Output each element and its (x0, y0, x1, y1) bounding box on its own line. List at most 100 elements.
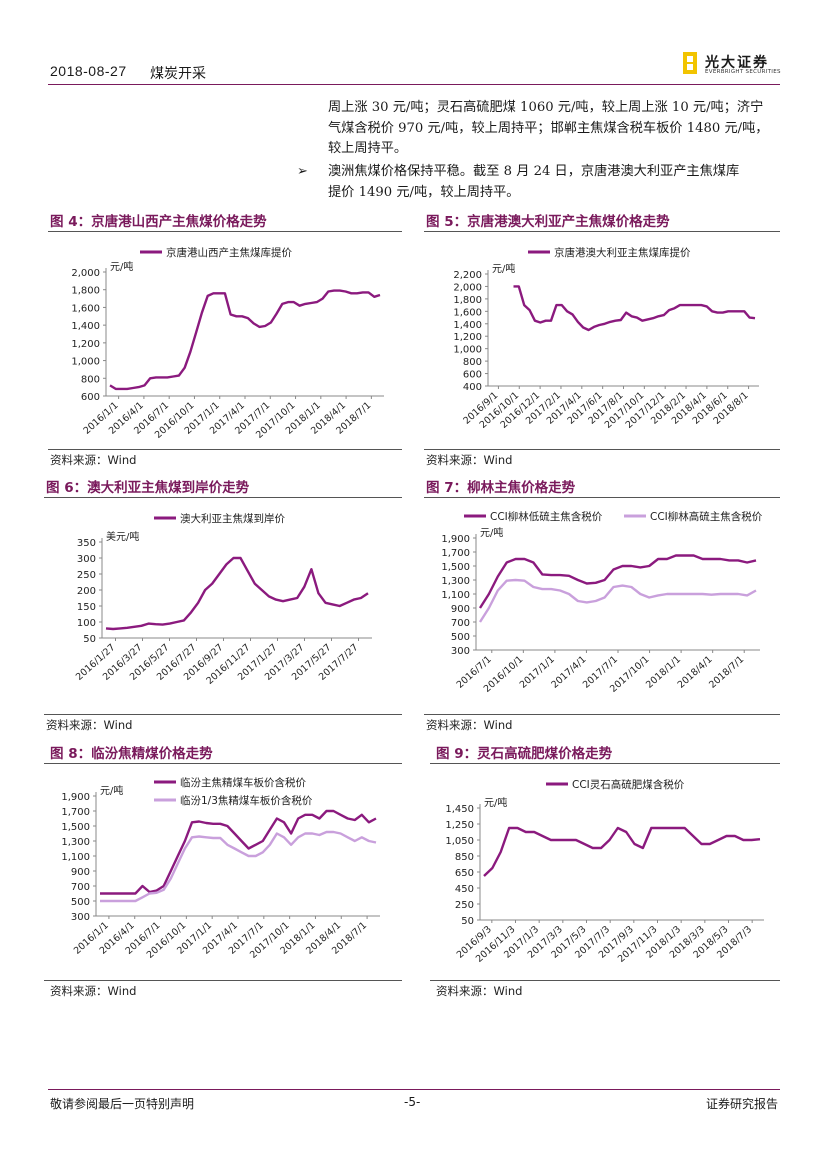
legend-label: CCI灵石高硫肥煤含税价 (572, 778, 685, 791)
series-line (105, 556, 369, 631)
figure-rule (424, 231, 780, 232)
series-line (478, 578, 757, 623)
y-tick-label: 1,900 (441, 534, 470, 545)
y-tick-label: 300 (77, 554, 96, 565)
chart-fig7: 1,900 1,700 1,500 1,300 1,100 900 700 500 300 元/吨… (441, 510, 763, 695)
paragraph-line: 澳洲焦煤价格保持平稳。截至 8 月 24 日，京唐港澳大利亚产主焦煤库 (328, 164, 740, 179)
figure-rule (424, 497, 780, 498)
logo-text-cn: 光大证券 (705, 55, 769, 71)
logo-mark-icon (683, 52, 697, 74)
legend-label: 临汾主焦精煤车板价含税价 (180, 776, 306, 789)
paragraph-2: 澳洲焦煤价格保持平稳。截至 8 月 24 日，京唐港澳大利亚产主焦煤库 提价 1… (328, 162, 778, 203)
page-number: -5- (404, 1095, 421, 1109)
series-line (513, 285, 756, 332)
source-note: 资料来源：Wind (46, 718, 133, 732)
y-tick-label: 1,900 (61, 792, 90, 803)
figure-bottom-rule (48, 449, 402, 450)
figure-rule (48, 231, 402, 232)
y-tick-label: 1,300 (441, 576, 470, 587)
logo-text-en: EVERBRIGHT SECURITIES (705, 69, 781, 75)
y-tick-label: 1,400 (71, 321, 100, 332)
figure-title: 图 8：临汾焦精煤价格走势 (50, 746, 213, 762)
y-tick-label: 350 (77, 538, 96, 549)
y-tick-label: 50 (461, 916, 474, 927)
y-tick-label: 100 (77, 618, 96, 629)
y-tick-label: 1,200 (71, 339, 100, 350)
y-tick-label: 300 (71, 912, 90, 923)
y-tick-label: 700 (451, 618, 470, 629)
source-note: 资料来源：Wind (50, 984, 137, 998)
y-tick-label: 900 (71, 867, 90, 878)
y-axis-unit: 元/吨 (100, 784, 123, 797)
legend-label: CCI柳林低硫主焦含税价 (490, 510, 603, 523)
y-tick-label: 800 (463, 357, 482, 368)
y-axis-unit: 元/吨 (480, 526, 503, 539)
y-tick-label: 1,050 (445, 836, 474, 847)
y-tick-label: 1,400 (453, 320, 482, 331)
footer-report-type: 证券研究报告 (706, 1097, 779, 1111)
figure-rule (44, 763, 402, 764)
series-line (109, 289, 381, 391)
bullet-arrow-icon: ➢ (297, 164, 308, 179)
footer-divider (48, 1089, 780, 1090)
y-tick-label: 650 (455, 868, 474, 879)
y-axis-unit: 元/吨 (110, 260, 133, 273)
paragraph-line: 较上周持平。 (328, 141, 408, 156)
figure-rule (44, 497, 402, 498)
figure-title: 图 7：柳林主焦价格走势 (426, 480, 576, 496)
y-tick-label: 1,800 (453, 295, 482, 306)
source-note: 资料来源：Wind (50, 453, 137, 467)
y-tick-label: 1,250 (445, 820, 474, 831)
y-tick-label: 700 (71, 882, 90, 893)
legend-label: 临汾1/3焦精煤车板价含税价 (180, 794, 313, 807)
y-tick-label: 1,800 (71, 286, 100, 297)
report-category: 煤炭开采 (150, 66, 206, 82)
paragraph-line: 周上涨 30 元/吨；灵石高硫肥煤 1060 元/吨，较上周上涨 10 元/吨；… (328, 100, 764, 115)
y-tick-label: 300 (451, 646, 470, 657)
y-tick-label: 50 (83, 634, 96, 645)
y-tick-label: 1,450 (445, 804, 474, 815)
y-tick-label: 2,000 (453, 282, 482, 293)
y-tick-label: 250 (77, 570, 96, 581)
y-tick-label: 1,600 (453, 307, 482, 318)
y-axis-unit: 美元/吨 (106, 530, 139, 543)
figure-bottom-rule (430, 980, 780, 981)
y-tick-label: 2,200 (453, 270, 482, 281)
paragraph-line: 提价 1490 元/吨，较上周持平。 (328, 184, 520, 200)
y-tick-label: 800 (81, 374, 100, 385)
y-tick-label: 1,500 (441, 562, 470, 573)
legend-label: 澳大利亚主焦煤到岸价 (180, 512, 285, 525)
y-tick-label: 500 (451, 632, 470, 643)
source-note: 资料来源：Wind (436, 984, 523, 998)
series-line (483, 826, 761, 877)
series-line (100, 809, 377, 895)
figure-rule (430, 763, 780, 764)
chart-fig9: 1,4501,2501,05085065045025050元/吨2016/9/3… (445, 778, 764, 965)
paragraph-1: 周上涨 30 元/吨；灵石高硫肥煤 1060 元/吨，较上周上涨 10 元/吨；… (328, 98, 778, 160)
y-tick-label: 900 (451, 604, 470, 615)
figure-bottom-rule (424, 714, 780, 715)
y-tick-label: 1,600 (71, 303, 100, 314)
report-date: 2018-08-27 (50, 63, 127, 79)
y-tick-label: 1,200 (453, 332, 482, 343)
y-axis-unit: 元/吨 (492, 262, 515, 275)
y-tick-label: 600 (81, 392, 100, 403)
figure-bottom-rule (424, 449, 780, 450)
chart-fig4: 2,0001,8001,6001,4001,2001,000800600元/吨2… (71, 246, 384, 441)
y-tick-label: 150 (77, 602, 96, 613)
y-axis-unit: 元/吨 (484, 796, 507, 809)
footer-disclaimer: 敬请参阅最后一页特别声明 (50, 1097, 195, 1111)
legend-label: CCI柳林高硫主焦含税价 (650, 510, 763, 523)
legend-label: 京唐港澳大利亚主焦煤库提价 (554, 246, 691, 259)
y-tick-label: 200 (77, 586, 96, 597)
brand-logo: 光大证券 EVERBRIGHT SECURITIES (683, 52, 783, 78)
y-tick-label: 250 (455, 900, 474, 911)
y-tick-label: 1,100 (441, 590, 470, 601)
y-tick-label: 1,300 (61, 837, 90, 848)
y-tick-label: 1,700 (61, 807, 90, 818)
figure-title: 图 5：京唐港澳大利亚产主焦煤价格走势 (426, 214, 670, 230)
y-tick-label: 850 (455, 852, 474, 863)
series-line (478, 554, 757, 609)
header-divider (48, 84, 780, 85)
